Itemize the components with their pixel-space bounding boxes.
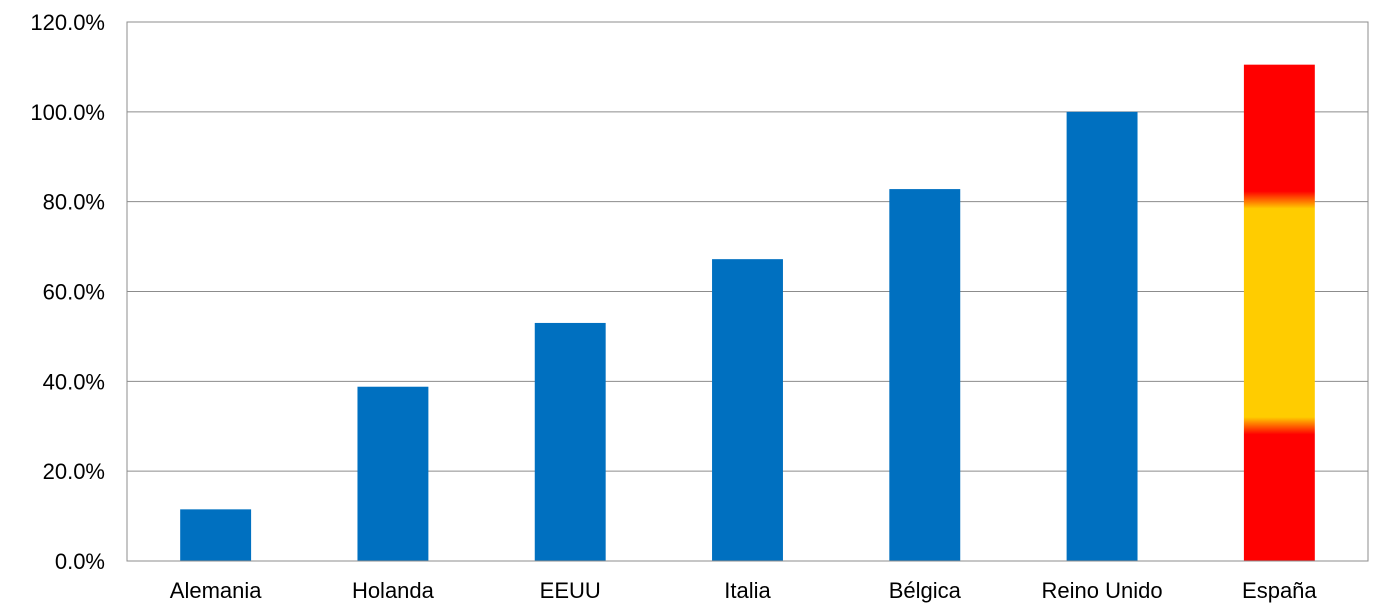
x-category-label: Alemania — [170, 578, 262, 603]
y-tick-label: 100.0% — [30, 100, 105, 125]
x-category-label: EEUU — [540, 578, 601, 603]
y-tick-label: 120.0% — [30, 10, 105, 35]
y-axis-tick-labels: 0.0% 20.0% 40.0% 60.0% 80.0% 100.0% 120.0% — [30, 10, 105, 574]
y-tick-label: 60.0% — [43, 280, 105, 305]
bar — [534, 322, 606, 561]
y-tick-label: 20.0% — [43, 459, 105, 484]
y-tick-label: 80.0% — [43, 190, 105, 215]
x-category-label: España — [1242, 578, 1317, 603]
bars — [180, 64, 1315, 561]
x-category-label: Reino Unido — [1042, 578, 1163, 603]
plot-area-frame — [126, 21, 1369, 562]
x-category-label: Bélgica — [889, 578, 962, 603]
bar — [889, 189, 961, 561]
x-axis-category-labels: Alemania Holanda EEUU Italia Bélgica Reino Un… — [170, 578, 1318, 603]
bar — [1066, 111, 1138, 561]
x-category-label: Holanda — [352, 578, 435, 603]
bar — [357, 386, 429, 561]
bar — [712, 259, 783, 561]
bar — [180, 509, 252, 561]
y-tick-label: 0.0% — [55, 549, 105, 574]
bar-espana-flag — [1243, 64, 1315, 561]
x-category-label: Italia — [724, 578, 771, 603]
y-tick-label: 40.0% — [43, 369, 105, 394]
